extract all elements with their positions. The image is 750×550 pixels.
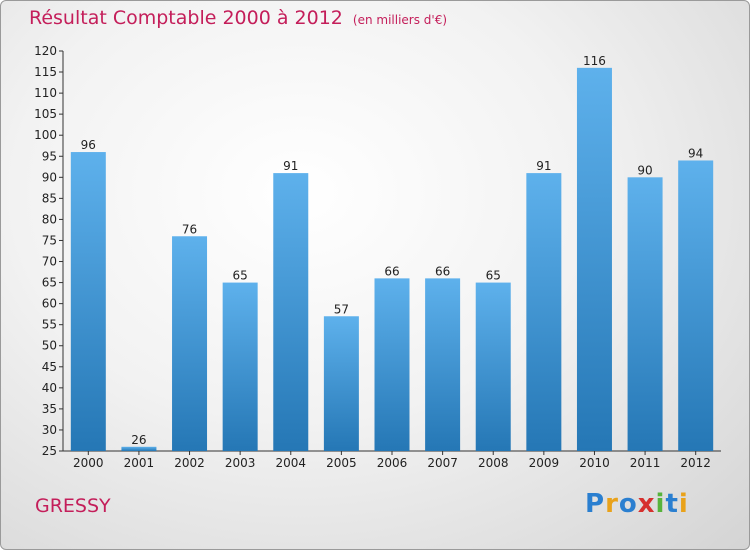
y-tick-label: 50 xyxy=(42,339,57,353)
y-tick-label: 75 xyxy=(42,233,57,247)
x-tick-label: 2010 xyxy=(579,456,610,470)
bar xyxy=(678,160,714,451)
x-tick-label: 2006 xyxy=(377,456,408,470)
bar xyxy=(323,316,359,451)
x-tick-label: 2000 xyxy=(73,456,104,470)
y-tick-label: 95 xyxy=(42,149,57,163)
bar xyxy=(627,177,663,451)
x-tick-label: 2011 xyxy=(630,456,661,470)
y-tick-label: 25 xyxy=(42,444,57,458)
bar-value-label: 26 xyxy=(131,433,146,447)
bar-value-label: 94 xyxy=(688,146,703,160)
bar-value-label: 66 xyxy=(435,264,450,278)
x-tick-label: 2004 xyxy=(275,456,306,470)
y-tick-label: 120 xyxy=(34,44,57,58)
chart-title: Résultat Comptable 2000 à 2012 xyxy=(29,7,343,29)
logo-letter: i xyxy=(678,489,689,519)
bar xyxy=(121,446,157,451)
place-name: GRESSY xyxy=(35,495,111,517)
bar-value-label: 57 xyxy=(334,302,349,316)
bar-value-label: 116 xyxy=(583,54,606,68)
bar xyxy=(70,152,106,452)
x-tick-label: 2012 xyxy=(680,456,711,470)
y-tick-label: 80 xyxy=(42,212,57,226)
bar xyxy=(526,173,562,451)
bar xyxy=(475,282,511,451)
y-tick-label: 90 xyxy=(42,170,57,184)
x-tick-label: 2007 xyxy=(427,456,458,470)
logo-letter: x xyxy=(637,489,656,519)
y-tick-label: 60 xyxy=(42,297,57,311)
y-tick-label: 40 xyxy=(42,381,57,395)
bar-value-label: 66 xyxy=(384,264,399,278)
chart-unit: (en milliers d'€) xyxy=(352,13,448,27)
x-tick-label: 2005 xyxy=(326,456,357,470)
logo-letter: i xyxy=(655,489,666,519)
proxiti-logo[interactable]: Proxiti xyxy=(585,489,689,519)
bar xyxy=(273,173,309,451)
bar xyxy=(576,67,612,451)
bar-value-label: 90 xyxy=(637,163,652,177)
bar-value-label: 65 xyxy=(233,269,248,283)
logo-letter: P xyxy=(585,489,606,519)
x-tick-label: 2002 xyxy=(174,456,205,470)
y-tick-label: 105 xyxy=(34,107,57,121)
bar-value-label: 96 xyxy=(81,138,96,152)
bar-value-label: 91 xyxy=(283,159,298,173)
chart-title-block: Résultat Comptable 2000 à 2012 (en millie… xyxy=(29,7,447,29)
x-tick-label: 2001 xyxy=(124,456,155,470)
y-tick-label: 35 xyxy=(42,402,57,416)
bar-value-label: 65 xyxy=(486,269,501,283)
y-tick-label: 70 xyxy=(42,255,57,269)
bar-value-label: 76 xyxy=(182,222,197,236)
bar-value-label: 91 xyxy=(536,159,551,173)
x-tick-label: 2009 xyxy=(529,456,560,470)
y-tick-label: 100 xyxy=(34,128,57,142)
x-tick-label: 2003 xyxy=(225,456,256,470)
bar xyxy=(425,278,461,451)
bar xyxy=(172,236,208,451)
y-tick-label: 65 xyxy=(42,276,57,290)
bar xyxy=(374,278,410,451)
y-tick-label: 55 xyxy=(42,318,57,332)
x-tick-label: 2008 xyxy=(478,456,509,470)
y-tick-label: 85 xyxy=(42,191,57,205)
bars xyxy=(70,67,714,452)
bar xyxy=(222,282,258,451)
data-labels: 96 26 76 65 91 57 66 66 65 91 116 90 94 xyxy=(81,54,704,447)
logo-letter: t xyxy=(665,489,679,519)
y-tick-label: 115 xyxy=(34,65,57,79)
y-tick-label: 30 xyxy=(42,423,57,437)
logo-letter: o xyxy=(618,489,638,519)
y-tick-label: 45 xyxy=(42,360,57,374)
logo-letter: r xyxy=(605,489,619,519)
y-tick-label: 110 xyxy=(34,86,57,100)
